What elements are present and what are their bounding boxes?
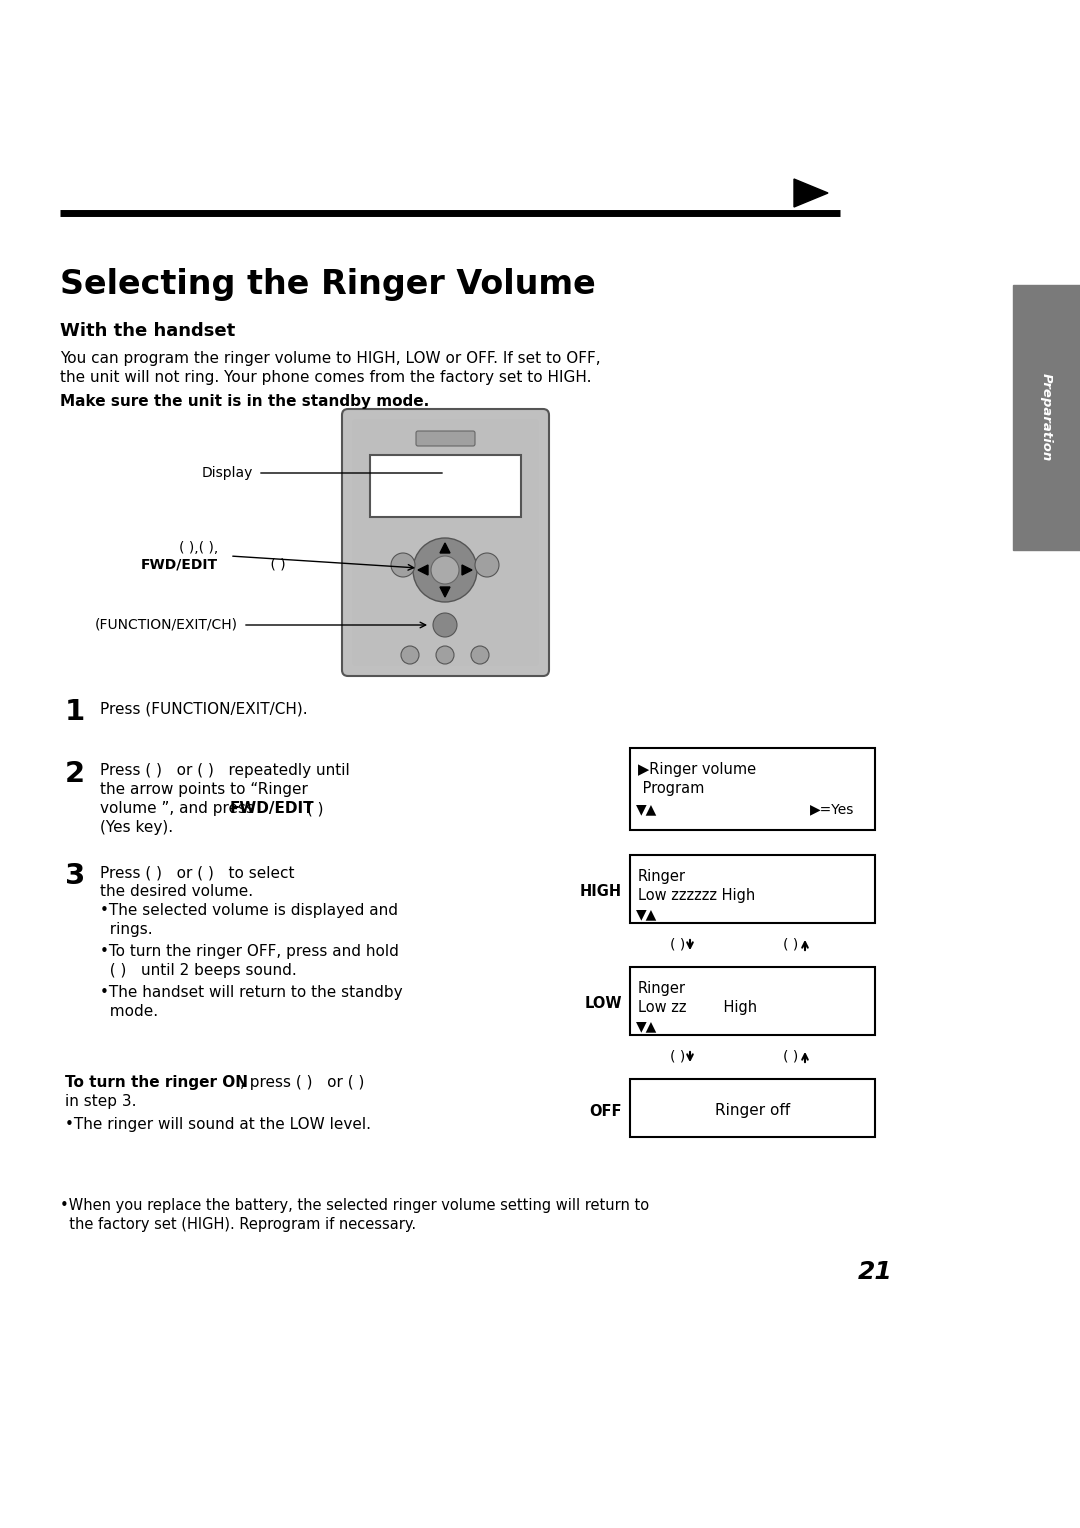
- Bar: [630, 967, 875, 1034]
- Text: •When you replace the battery, the selected ringer volume setting will return to: •When you replace the battery, the selec…: [60, 1198, 649, 1213]
- Text: •The ringer will sound at the LOW level.: •The ringer will sound at the LOW level.: [65, 1117, 372, 1132]
- Text: Ringer off: Ringer off: [715, 1103, 791, 1117]
- Text: the unit will not ring. Your phone comes from the factory set to HIGH.: the unit will not ring. Your phone comes…: [60, 370, 592, 385]
- Text: Make sure the unit is in the standby mode.: Make sure the unit is in the standby mod…: [60, 394, 429, 410]
- FancyBboxPatch shape: [416, 431, 475, 446]
- Bar: [630, 749, 875, 830]
- Text: rings.: rings.: [100, 921, 152, 937]
- Text: To turn the ringer ON: To turn the ringer ON: [65, 1076, 248, 1089]
- Text: (Yes key).: (Yes key).: [100, 821, 173, 834]
- Circle shape: [413, 538, 477, 602]
- Text: in step 3.: in step 3.: [65, 1094, 136, 1109]
- Text: 2: 2: [65, 759, 85, 788]
- Text: Selecting the Ringer Volume: Selecting the Ringer Volume: [60, 267, 596, 301]
- Text: FWD/EDIT: FWD/EDIT: [230, 801, 314, 816]
- Text: ( ): ( ): [670, 1050, 685, 1063]
- Text: ( )   until 2 beeps sound.: ( ) until 2 beeps sound.: [100, 963, 297, 978]
- Text: mode.: mode.: [100, 1004, 158, 1019]
- Text: the factory set (HIGH). Reprogram if necessary.: the factory set (HIGH). Reprogram if nec…: [60, 1216, 416, 1232]
- Text: LOW: LOW: [584, 996, 622, 1012]
- Circle shape: [436, 646, 454, 665]
- Circle shape: [475, 553, 499, 578]
- Polygon shape: [440, 587, 450, 597]
- Bar: [630, 1079, 875, 1137]
- Text: the desired volume.: the desired volume.: [100, 885, 253, 898]
- Bar: [1013, 286, 1080, 550]
- Polygon shape: [794, 179, 828, 206]
- Text: Low zzzzzz High: Low zzzzzz High: [638, 888, 755, 903]
- Text: (FUNCTION/EXIT/CH): (FUNCTION/EXIT/CH): [95, 617, 238, 633]
- Text: ( ): ( ): [302, 801, 324, 816]
- Text: FWD/EDIT: FWD/EDIT: [140, 558, 218, 571]
- Text: ▶=Yes: ▶=Yes: [810, 802, 854, 816]
- Circle shape: [401, 646, 419, 665]
- Polygon shape: [462, 565, 472, 575]
- FancyBboxPatch shape: [352, 419, 539, 666]
- Text: Low zz        High: Low zz High: [638, 999, 757, 1015]
- Circle shape: [431, 556, 459, 584]
- Text: ( ),( ),: ( ),( ),: [179, 541, 218, 555]
- Text: Ringer: Ringer: [638, 981, 686, 996]
- Text: Press (FUNCTION/EXIT/CH).: Press (FUNCTION/EXIT/CH).: [100, 701, 308, 717]
- Circle shape: [433, 613, 457, 637]
- Text: ( ): ( ): [783, 1050, 798, 1063]
- Text: With the handset: With the handset: [60, 322, 235, 341]
- FancyBboxPatch shape: [342, 410, 549, 675]
- Bar: [370, 455, 521, 516]
- Text: •The handset will return to the standby: •The handset will return to the standby: [100, 986, 403, 999]
- Text: Press ( )   or ( )   repeatedly until: Press ( ) or ( ) repeatedly until: [100, 762, 350, 778]
- Text: 1: 1: [65, 698, 85, 726]
- Polygon shape: [440, 542, 450, 553]
- Polygon shape: [418, 565, 428, 575]
- Text: ( ): ( ): [670, 937, 685, 950]
- Text: ▼▲: ▼▲: [636, 802, 658, 816]
- Text: You can program the ringer volume to HIGH, LOW or OFF. If set to OFF,: You can program the ringer volume to HIG…: [60, 351, 600, 367]
- Text: ▶Ringer volume: ▶Ringer volume: [638, 762, 756, 778]
- Text: ( ): ( ): [783, 937, 798, 950]
- Text: ▼▲: ▼▲: [636, 908, 658, 921]
- Circle shape: [471, 646, 489, 665]
- Text: , press ( )   or ( ): , press ( ) or ( ): [240, 1076, 364, 1089]
- Text: ( ): ( ): [267, 558, 286, 571]
- Text: 21: 21: [858, 1261, 892, 1284]
- Text: Program: Program: [638, 781, 704, 796]
- Text: HIGH: HIGH: [580, 885, 622, 900]
- Bar: [630, 856, 875, 923]
- Text: OFF: OFF: [590, 1103, 622, 1118]
- Text: •The selected volume is displayed and: •The selected volume is displayed and: [100, 903, 399, 918]
- Text: Press ( )   or ( )   to select: Press ( ) or ( ) to select: [100, 865, 295, 880]
- Text: the arrow points to “Ringer: the arrow points to “Ringer: [100, 782, 308, 798]
- Text: ▼▲: ▼▲: [636, 1019, 658, 1033]
- Text: volume ”, and press: volume ”, and press: [100, 801, 259, 816]
- Text: Preparation: Preparation: [1039, 373, 1053, 461]
- Text: Ringer: Ringer: [638, 869, 686, 885]
- Text: Display: Display: [202, 466, 253, 480]
- Text: •To turn the ringer OFF, press and hold: •To turn the ringer OFF, press and hold: [100, 944, 399, 960]
- Circle shape: [391, 553, 415, 578]
- Text: 3: 3: [65, 862, 85, 889]
